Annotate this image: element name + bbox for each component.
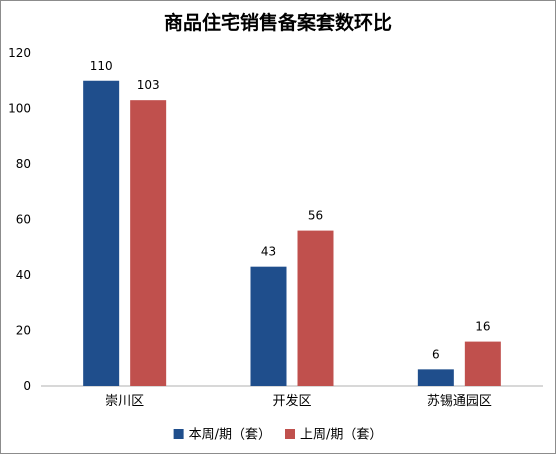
data-label: 43	[261, 245, 276, 259]
legend-swatch	[173, 429, 184, 439]
bar	[250, 266, 287, 386]
x-tick-label: 开发区	[272, 393, 311, 409]
legend-label: 上周/期（套）	[300, 427, 382, 443]
bar	[83, 80, 120, 386]
bar	[130, 100, 167, 387]
y-tick-label: 80	[16, 157, 31, 171]
data-label: 103	[137, 78, 160, 92]
legend-swatch	[285, 429, 295, 439]
x-tick-label: 崇川区	[105, 394, 144, 409]
data-labels: 110 103 43 56 6 16	[90, 59, 491, 362]
bar	[417, 369, 454, 386]
bar	[297, 230, 334, 386]
y-tick-label: 100	[8, 102, 31, 116]
data-label: 56	[308, 209, 323, 223]
y-tick-label: 20	[16, 324, 31, 338]
y-tick-label: 120	[8, 46, 31, 60]
legend: 本周/期（套） 上周/期（套）	[173, 427, 382, 443]
chart-title: 商品住宅销售备案套数环比	[164, 11, 392, 34]
y-tick-label: 60	[16, 213, 31, 227]
bar	[464, 341, 501, 386]
data-label: 16	[475, 320, 490, 334]
legend-label: 本周/期（套）	[189, 427, 271, 443]
y-tick-label: 0	[23, 379, 31, 393]
bars	[83, 80, 501, 387]
data-label: 110	[90, 59, 113, 73]
x-axis: 崇川区 开发区 苏锡通园区	[41, 385, 543, 409]
y-axis: 0 20 40 60 80 100 120	[8, 46, 31, 393]
data-label: 6	[432, 347, 440, 361]
x-tick-label: 苏锡通园区	[427, 393, 492, 409]
y-tick-label: 40	[16, 268, 31, 282]
